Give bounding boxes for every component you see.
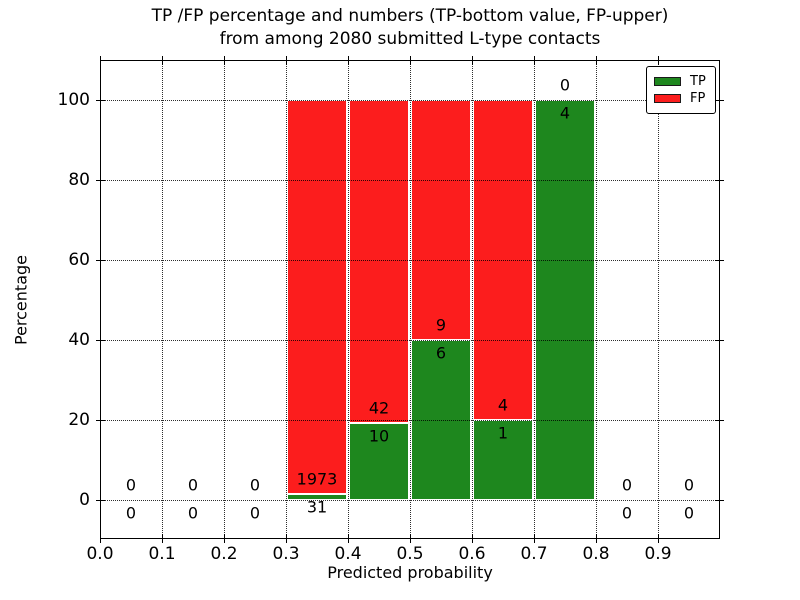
- chart-title-line1: TP /FP percentage and numbers (TP-bottom…: [151, 6, 669, 26]
- legend-label-tp: TP: [690, 74, 706, 89]
- y-tick-label: 100: [57, 90, 90, 110]
- fp-count-label: 9: [435, 315, 447, 335]
- fp-count-label: 1973: [296, 469, 338, 489]
- x-tick-label: 0.9: [644, 544, 672, 564]
- legend-item-fp: FP: [654, 92, 708, 105]
- legend-swatch-fp: [654, 94, 681, 103]
- gridline-vertical: [410, 60, 411, 539]
- x-tick-label: 0.0: [86, 544, 114, 564]
- x-tick-label: 0.3: [272, 544, 300, 564]
- fp-count-label: 0: [125, 475, 137, 495]
- bar-tp: [287, 493, 347, 500]
- x-tick-label: 0.5: [396, 544, 424, 564]
- tp-count-label: 6: [435, 343, 447, 363]
- gridline-vertical: [534, 60, 535, 539]
- bar-tp: [473, 420, 533, 500]
- x-tick-label: 0.8: [582, 544, 610, 564]
- tp-count-label: 0: [187, 503, 199, 523]
- bar-tp: [349, 423, 409, 500]
- legend-swatch-tp: [654, 77, 681, 86]
- fp-count-label: 0: [187, 475, 199, 495]
- gridline-vertical: [658, 60, 659, 539]
- y-axis-label: Percentage: [11, 254, 31, 346]
- chart-title-line2: from among 2080 submitted L-type contact…: [219, 29, 601, 49]
- fp-count-label: 0: [249, 475, 261, 495]
- gridline-vertical: [286, 60, 287, 539]
- legend-item-tp: TP: [654, 75, 708, 88]
- fp-count-label: 0: [621, 475, 633, 495]
- plot-area: 0 0 0 0 0 0 1973 31 42 10 9 6 4 1 0 4 0 0 0 0 TP FP: [96, 56, 724, 543]
- y-tick-label: 80: [68, 170, 90, 190]
- x-tick-label: 0.7: [520, 544, 548, 564]
- legend: TP FP: [646, 66, 716, 114]
- bar-count-labels-layer: 0 0 0 0 0 0 1973 31 42 10 9 6 4 1 0 4 0 0 0 0: [100, 60, 720, 539]
- fp-count-label: 42: [368, 398, 390, 418]
- gridline-vertical: [596, 60, 597, 539]
- tp-count-label: 0: [621, 503, 633, 523]
- bar-fp: [349, 100, 409, 424]
- gridline-vertical: [472, 60, 473, 539]
- tp-count-label: 31: [306, 497, 328, 517]
- tp-count-label: 0: [249, 503, 261, 523]
- x-axis-label: Predicted probability: [327, 563, 493, 582]
- tp-count-label: 0: [125, 503, 137, 523]
- bar-tp: [535, 100, 595, 500]
- fp-count-label: 0: [683, 475, 695, 495]
- gridline-vertical: [162, 60, 163, 539]
- gridline-vertical: [224, 60, 225, 539]
- bar-fp: [411, 100, 471, 340]
- tp-count-label: 0: [683, 503, 695, 523]
- fp-count-label: 0: [559, 75, 571, 95]
- x-tick-label: 0.6: [458, 544, 486, 564]
- tp-count-label: 4: [559, 103, 571, 123]
- y-tick-label: 20: [68, 410, 90, 430]
- y-tick-label: 60: [68, 250, 90, 270]
- legend-label-fp: FP: [690, 91, 706, 106]
- grid-layer: [100, 60, 720, 539]
- y-tick-label: 40: [68, 330, 90, 350]
- chart-title: TP /FP percentage and numbers (TP-bottom…: [100, 5, 720, 51]
- tp-count-label: 1: [497, 423, 509, 443]
- x-tick-label: 0.2: [210, 544, 238, 564]
- x-tick-label: 0.1: [148, 544, 176, 564]
- y-tick-label: 0: [79, 490, 90, 510]
- x-tick-label: 0.4: [334, 544, 362, 564]
- bar-fp: [287, 100, 347, 494]
- fp-count-label: 4: [497, 395, 509, 415]
- tp-count-label: 10: [368, 426, 390, 446]
- gridline-vertical: [348, 60, 349, 539]
